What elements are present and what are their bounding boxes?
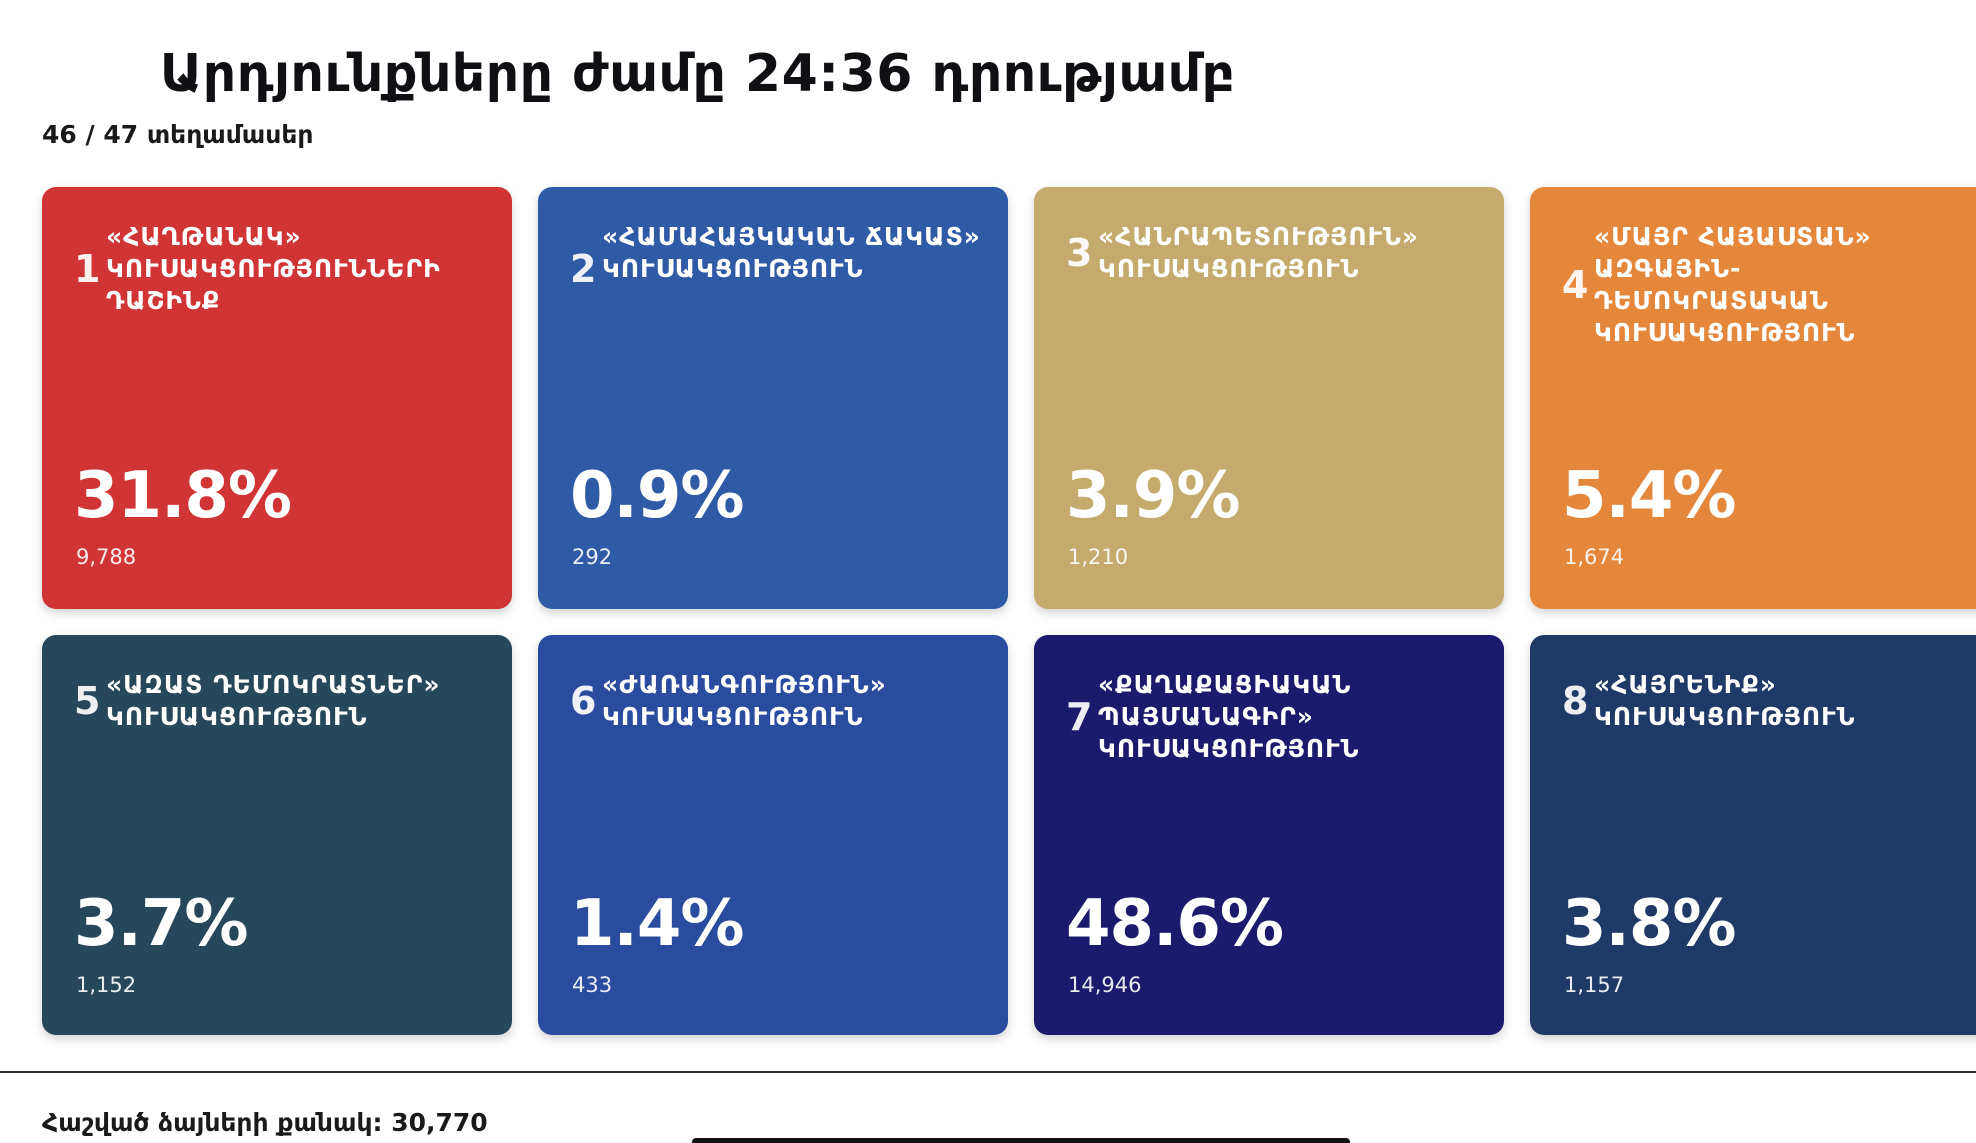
page-title: Արդյունքները ժամը 24:36 դրությամբ	[160, 44, 1236, 104]
total-votes-counted: Հաշված ձայների քանակ: 30,770	[42, 1108, 488, 1137]
party-percent: 48.6%	[1066, 887, 1284, 961]
party-percent: 0.9%	[570, 459, 744, 533]
party-card-5: 5 «ԱԶԱՏ ԴԵՄՈԿՐԱՏՆԵՐ» ԿՈՒՍԱԿՑՈՒԹՅՈՒՆ 3.7%…	[42, 635, 512, 1035]
party-card-6: 6 «ԺԱՌԱՆԳՈՒԹՅՈՒՆ» ԿՈՒՍԱԿՑՈՒԹՅՈՒՆ 1.4% 43…	[538, 635, 1008, 1035]
party-votes: 1,157	[1564, 973, 1625, 997]
party-percent: 1.4%	[570, 887, 744, 961]
footer-divider	[0, 1071, 1976, 1073]
party-percent: 5.4%	[1562, 459, 1736, 533]
party-percent: 3.8%	[1562, 887, 1736, 961]
party-card-8: 8 «ՀԱՅՐԵՆԻՔ» ԿՈՒՍԱԿՑՈՒԹՅՈՒՆ 3.8% 1,157	[1530, 635, 1976, 1035]
party-name: «ՀԱՆՐԱՊԵՏՈՒԹՅՈՒՆ» ԿՈՒՍԱԿՑՈՒԹՅՈՒՆ	[1098, 222, 1420, 283]
party-name: «ՔԱՂԱՔԱՑԻԱԿԱՆ ՊԱՅՄԱՆԱԳԻՐ» ԿՈՒՍԱԿՑՈՒԹՅՈՒՆ	[1098, 670, 1360, 763]
party-votes: 433	[572, 973, 613, 997]
party-card-2: 2 «ՀԱՄԱՀԱՅԿԱԿԱՆ ՃԱԿԱՏ» ԿՈՒՍԱԿՑՈՒԹՅՈՒՆ 0.…	[538, 187, 1008, 609]
party-name: «ՀԱՅՐԵՆԻՔ» ԿՈՒՍԱԿՑՈՒԹՅՈՒՆ	[1594, 670, 1856, 731]
party-percent: 3.7%	[74, 887, 248, 961]
party-percent: 3.9%	[1066, 459, 1240, 533]
party-name: «ՀԱՂԹԱՆԱԿ» ԿՈՒՍԱԿՑՈՒԹՅՈՒՆՆԵՐԻ ԴԱՇԻՆՔ	[106, 222, 441, 315]
party-votes: 1,210	[1068, 545, 1129, 569]
party-number: 2	[570, 247, 597, 291]
party-card-7: 7 «ՔԱՂԱՔԱՑԻԱԿԱՆ ՊԱՅՄԱՆԱԳԻՐ» ԿՈՒՍԱԿՑՈՒԹՅՈ…	[1034, 635, 1504, 1035]
party-percent: 31.8%	[74, 459, 292, 533]
party-results-grid: 1 «ՀԱՂԹԱՆԱԿ» ԿՈՒՍԱԿՑՈՒԹՅՈՒՆՆԵՐԻ ԴԱՇԻՆՔ 3…	[42, 187, 1976, 1037]
party-number: 7	[1066, 695, 1093, 739]
party-votes: 1,674	[1564, 545, 1625, 569]
party-number: 8	[1562, 679, 1589, 723]
party-name: «ԱԶԱՏ ԴԵՄՈԿՐԱՏՆԵՐ» ԿՈՒՍԱԿՑՈՒԹՅՈՒՆ	[106, 670, 441, 731]
party-number: 3	[1066, 231, 1093, 275]
party-votes: 9,788	[76, 545, 137, 569]
party-number: 6	[570, 679, 597, 723]
party-name: «ՄԱՅՐ ՀԱՅԱՍՏԱՆ» ԱԶԳԱՅԻՆ-ԴԵՄՈԿՐԱՏԱԿԱՆ ԿՈՒ…	[1594, 222, 1872, 347]
party-number: 1	[74, 247, 101, 291]
home-indicator-bar[interactable]	[692, 1138, 1350, 1143]
party-number: 4	[1562, 263, 1589, 307]
party-votes: 1,152	[76, 973, 137, 997]
party-card-4: 4 «ՄԱՅՐ ՀԱՅԱՍՏԱՆ» ԱԶԳԱՅԻՆ-ԴԵՄՈԿՐԱՏԱԿԱՆ Կ…	[1530, 187, 1976, 609]
party-votes: 14,946	[1068, 973, 1142, 997]
party-name: «ՀԱՄԱՀԱՅԿԱԿԱՆ ՃԱԿԱՏ» ԿՈՒՍԱԿՑՈՒԹՅՈՒՆ	[602, 222, 981, 283]
precincts-count: 46 / 47 տեղամասեր	[42, 120, 314, 149]
party-card-1: 1 «ՀԱՂԹԱՆԱԿ» ԿՈՒՍԱԿՑՈՒԹՅՈՒՆՆԵՐԻ ԴԱՇԻՆՔ 3…	[42, 187, 512, 609]
party-name: «ԺԱՌԱՆԳՈՒԹՅՈՒՆ» ԿՈՒՍԱԿՑՈՒԹՅՈՒՆ	[602, 670, 887, 731]
party-votes: 292	[572, 545, 613, 569]
party-number: 5	[74, 679, 101, 723]
party-card-3: 3 «ՀԱՆՐԱՊԵՏՈՒԹՅՈՒՆ» ԿՈՒՍԱԿՑՈՒԹՅՈՒՆ 3.9% …	[1034, 187, 1504, 609]
